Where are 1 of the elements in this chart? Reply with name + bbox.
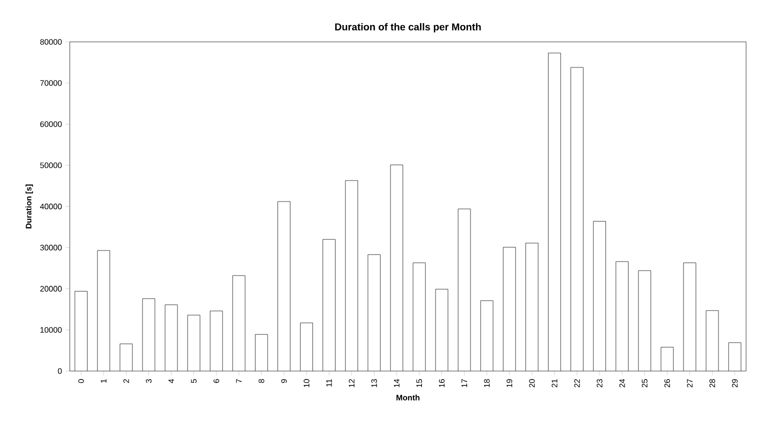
chart-title: Duration of the calls per Month	[335, 23, 481, 32]
